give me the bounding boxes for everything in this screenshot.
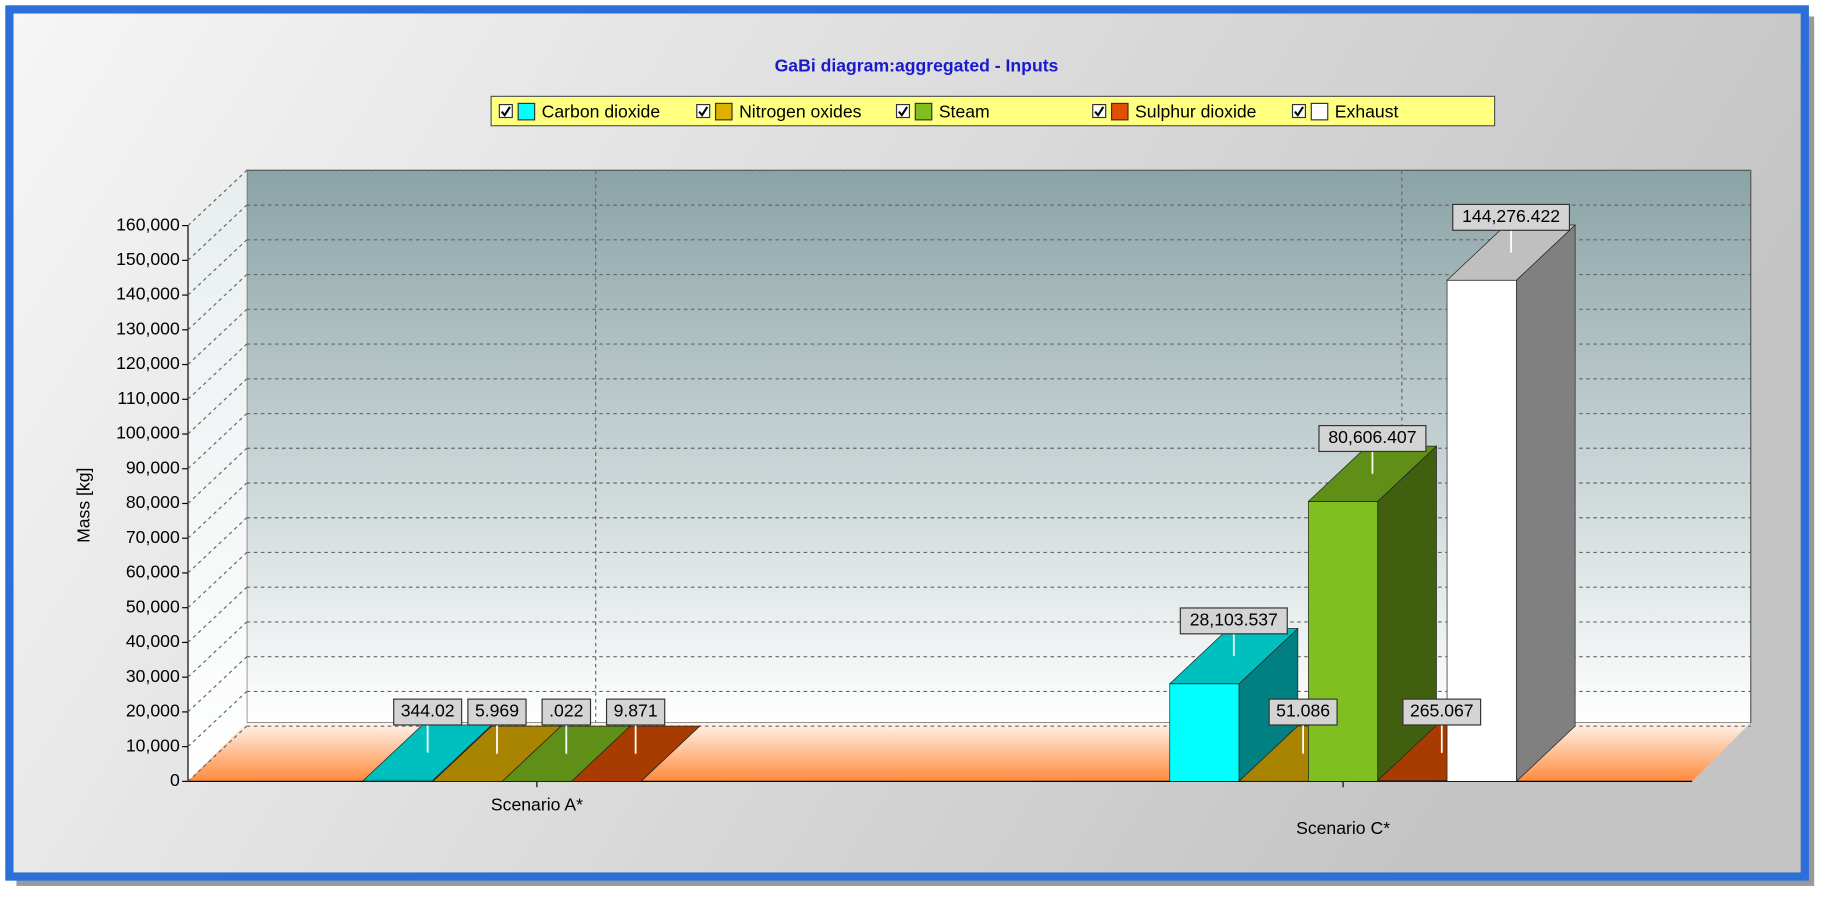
- y-tick-label: 30,000: [126, 666, 180, 686]
- value-label-box: [1318, 425, 1427, 453]
- legend-label: Carbon dioxide: [542, 101, 661, 121]
- value-label-box: [393, 698, 463, 726]
- legend-label: Sulphur dioxide: [1135, 101, 1257, 121]
- value-label: 5.969: [475, 701, 519, 721]
- legend-checkbox: [696, 103, 711, 119]
- legend-checkbox: [498, 103, 513, 119]
- value-label-box: [467, 698, 527, 726]
- legend-check: [898, 106, 908, 117]
- chart-body: GaBi diagram:aggregated - Inputs Mass [k…: [5, 5, 1815, 886]
- legend-swatch: [1310, 102, 1329, 121]
- y-tick-label: 150,000: [116, 249, 180, 269]
- value-label-box: [1268, 698, 1338, 726]
- legend-checkbox: [895, 103, 911, 119]
- y-tick-label: 80,000: [126, 492, 180, 512]
- y-tick-label: 140,000: [116, 284, 180, 304]
- value-label-box: [1452, 203, 1571, 231]
- y-tick-label: 60,000: [126, 562, 180, 582]
- y-tick-label: 50,000: [126, 596, 180, 616]
- legend-check: [500, 106, 511, 117]
- legend-item: Sulphur dioxide: [1092, 101, 1257, 121]
- bar-side: [1516, 224, 1576, 783]
- value-label: 265.067: [1410, 701, 1474, 721]
- y-tick-label: 0: [170, 770, 180, 790]
- value-label: 9.871: [614, 701, 658, 721]
- legend-swatch: [914, 102, 933, 121]
- legend-label: Steam: [939, 101, 990, 121]
- value-label: .022: [549, 701, 583, 721]
- y-tick-label: 160,000: [116, 214, 180, 234]
- legend-swatch: [1110, 102, 1129, 121]
- value-label: 144,276.422: [1462, 206, 1560, 226]
- y-tick-label: 120,000: [116, 353, 180, 373]
- legend-label: Exhaust: [1335, 101, 1399, 121]
- y-tick-label: 100,000: [116, 423, 180, 443]
- chart-title: GaBi diagram:aggregated - Inputs: [775, 56, 1059, 76]
- legend-check: [1294, 106, 1304, 117]
- legend-check: [698, 106, 709, 117]
- legend-swatch: [714, 102, 733, 121]
- y-tick-label: 110,000: [117, 388, 180, 408]
- side-wall: [188, 170, 247, 782]
- value-label: 51.086: [1276, 701, 1330, 721]
- y-tick-label: 90,000: [126, 457, 180, 477]
- legend-item: Carbon dioxide: [498, 101, 661, 121]
- legend-swatch: [517, 102, 536, 121]
- value-label-box: [605, 698, 666, 726]
- x-tick-label: Scenario A*: [491, 795, 583, 815]
- legend-label: Nitrogen oxides: [739, 101, 862, 121]
- value-label: 344.02: [401, 701, 455, 721]
- value-label: 80,606.407: [1328, 427, 1416, 447]
- value-label-box: [541, 698, 592, 726]
- y-tick-label: 10,000: [126, 735, 180, 755]
- legend-item: Steam: [895, 101, 990, 121]
- bar: [1446, 279, 1517, 782]
- y-tick-label: 40,000: [126, 631, 180, 651]
- bar-side: [1377, 445, 1437, 783]
- y-tick-label: 70,000: [126, 527, 180, 547]
- y-tick-label: 130,000: [116, 318, 180, 338]
- legend-checkbox: [1092, 103, 1107, 119]
- x-tick-label: Scenario C*: [1296, 818, 1390, 838]
- legend-checkbox: [1291, 103, 1307, 119]
- value-label-box: [1402, 698, 1482, 726]
- legend-check: [1094, 106, 1105, 117]
- legend-item: Nitrogen oxides: [696, 101, 862, 121]
- bar: [1169, 683, 1240, 782]
- bar: [1308, 501, 1379, 782]
- y-axis-title: Mass [kg]: [73, 468, 93, 543]
- value-label: 28,103.537: [1190, 610, 1278, 630]
- value-label-box: [1179, 607, 1288, 635]
- y-tick-label: 20,000: [126, 701, 180, 721]
- legend-item: Exhaust: [1291, 101, 1399, 121]
